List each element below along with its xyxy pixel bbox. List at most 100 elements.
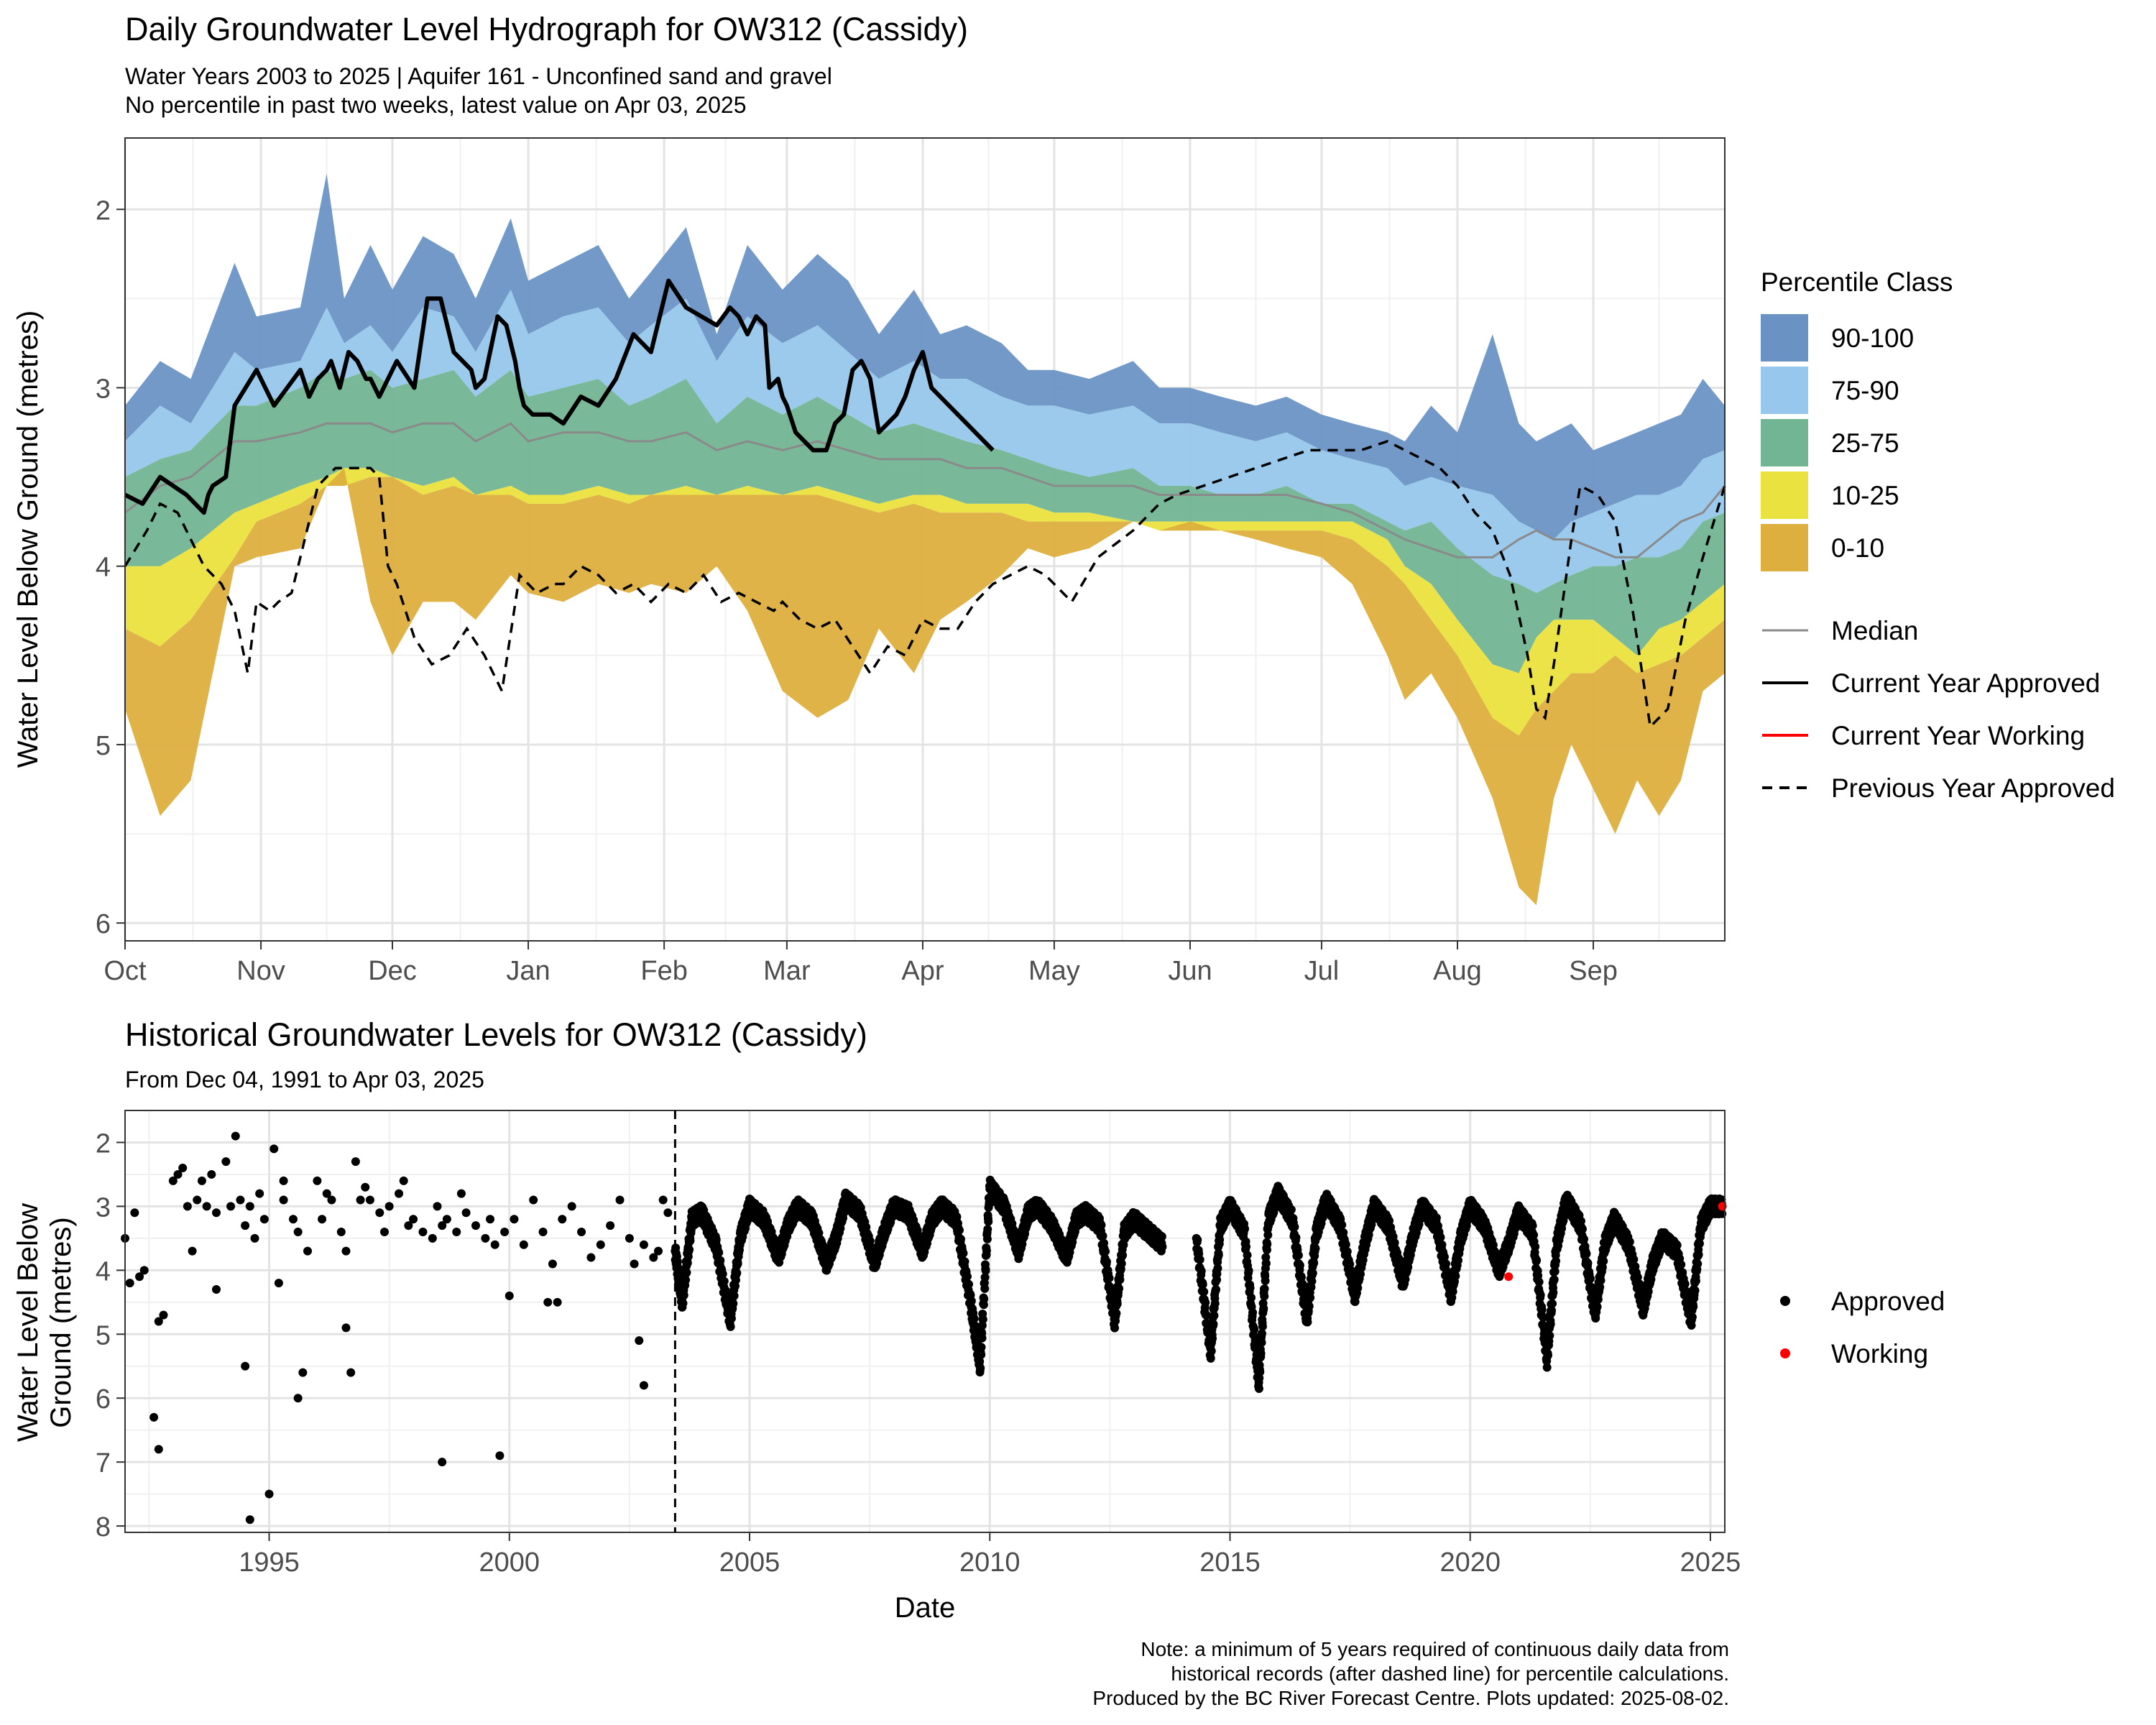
approved-point <box>1263 1230 1273 1240</box>
approved-point <box>135 1272 144 1282</box>
approved-point <box>954 1225 964 1235</box>
approved-point <box>1634 1279 1644 1289</box>
approved-point <box>529 1195 538 1205</box>
approved-point <box>1532 1256 1542 1265</box>
approved-point <box>293 1227 303 1236</box>
approved-point <box>351 1157 360 1167</box>
approved-point <box>635 1336 644 1346</box>
top-y-tick-label: 2 <box>96 196 111 226</box>
approved-point <box>978 1315 987 1324</box>
approved-point <box>1097 1220 1106 1230</box>
approved-point <box>505 1291 514 1300</box>
approved-point <box>981 1266 990 1275</box>
approved-point <box>1254 1384 1263 1393</box>
footnote-line-2: historical records (after dashed line) f… <box>1171 1662 1729 1685</box>
bottom-x-tick-label: 2020 <box>1439 1547 1501 1578</box>
approved-point <box>1214 1250 1223 1259</box>
approved-point <box>962 1271 972 1281</box>
approved-point <box>255 1189 264 1198</box>
approved-point <box>558 1215 567 1224</box>
approved-point <box>956 1235 965 1244</box>
approved-point <box>1117 1259 1126 1268</box>
approved-point <box>1339 1228 1348 1237</box>
approved-point <box>625 1233 634 1243</box>
approved-point <box>438 1221 447 1230</box>
bottom-y-axis-label-line-2: Ground (metres) <box>45 1217 77 1427</box>
approved-point <box>245 1515 254 1524</box>
approved-point <box>1451 1271 1460 1281</box>
approved-point <box>1691 1276 1700 1285</box>
approved-point <box>207 1169 216 1179</box>
approved-point <box>1694 1250 1703 1259</box>
approved-point <box>418 1227 428 1236</box>
legend-point-label-working: Working <box>1831 1339 1928 1368</box>
approved-point <box>1682 1287 1691 1296</box>
bottom-axes: 2 3 4 5 6 7 8 1995 2000 2005 2010 2015 2020 2025 <box>96 1110 1741 1578</box>
top-y-tick-label: 5 <box>96 731 111 761</box>
approved-point <box>1240 1224 1250 1233</box>
approved-point <box>1250 1325 1259 1334</box>
approved-point <box>250 1233 259 1243</box>
approved-point <box>1629 1255 1639 1264</box>
approved-point <box>1546 1320 1555 1329</box>
approved-point <box>1355 1269 1365 1279</box>
approved-point <box>726 1322 735 1331</box>
approved-point <box>1548 1299 1557 1308</box>
approved-point <box>1115 1284 1124 1293</box>
approved-point <box>1672 1241 1682 1250</box>
top-x-tick-label: Oct <box>103 956 147 986</box>
approved-point <box>718 1269 727 1279</box>
approved-point <box>1294 1251 1303 1260</box>
bottom-x-tick-label: 2025 <box>1680 1547 1741 1578</box>
approved-point <box>1595 1282 1605 1292</box>
approved-point <box>1593 1294 1603 1304</box>
approved-point <box>686 1236 695 1246</box>
top-y-tick-label: 3 <box>96 374 111 405</box>
approved-point <box>1212 1285 1221 1294</box>
approved-point <box>1454 1256 1462 1265</box>
approved-point <box>960 1257 969 1266</box>
bottom-y-tick-label: 5 <box>96 1320 111 1351</box>
approved-point <box>231 1131 240 1141</box>
approved-point <box>173 1169 183 1179</box>
legend-title: Percentile Class <box>1761 267 1953 297</box>
bottom-y-tick-label: 4 <box>96 1256 111 1287</box>
previous-year-line <box>124 440 1726 730</box>
approved-point <box>481 1233 490 1243</box>
approved-point <box>1243 1251 1252 1260</box>
approved-point <box>1242 1242 1251 1251</box>
approved-point <box>1385 1216 1394 1225</box>
bottom-y-tick-label: 6 <box>96 1384 111 1414</box>
approved-point <box>1448 1287 1457 1297</box>
bottom-panel-border <box>124 1110 1726 1533</box>
approved-point <box>456 1189 466 1198</box>
top-x-tick-label: Apr <box>901 956 944 986</box>
approved-point <box>1298 1279 1307 1289</box>
legend-swatch-0-10 <box>1761 524 1808 571</box>
approved-point <box>681 1275 691 1284</box>
approved-point <box>1537 1305 1547 1315</box>
bottom-y-tick-label: 8 <box>96 1512 111 1542</box>
top-chart-subtitle-1: Water Years 2003 to 2025 | Aquifer 161 -… <box>125 63 832 89</box>
approved-point <box>1544 1351 1553 1360</box>
approved-point <box>1215 1235 1225 1244</box>
legend-point-working <box>1780 1348 1790 1358</box>
approved-point <box>212 1208 221 1218</box>
approved-point <box>361 1182 370 1192</box>
approved-point <box>1157 1232 1166 1241</box>
approved-point <box>967 1297 976 1306</box>
approved-point <box>1201 1298 1210 1307</box>
approved-point <box>716 1256 725 1265</box>
approved-point <box>341 1323 351 1333</box>
bottom-x-tick-label: 2015 <box>1199 1547 1261 1578</box>
top-x-tick-label: Jan <box>506 956 550 986</box>
approved-point <box>1193 1236 1202 1245</box>
approved-point <box>1213 1264 1222 1273</box>
approved-point <box>178 1164 188 1173</box>
approved-point <box>245 1202 254 1211</box>
approved-point <box>395 1189 404 1198</box>
approved-point <box>1290 1223 1299 1232</box>
band-10-25 <box>125 468 1725 736</box>
approved-point <box>1547 1306 1557 1315</box>
approved-point <box>964 1279 973 1289</box>
